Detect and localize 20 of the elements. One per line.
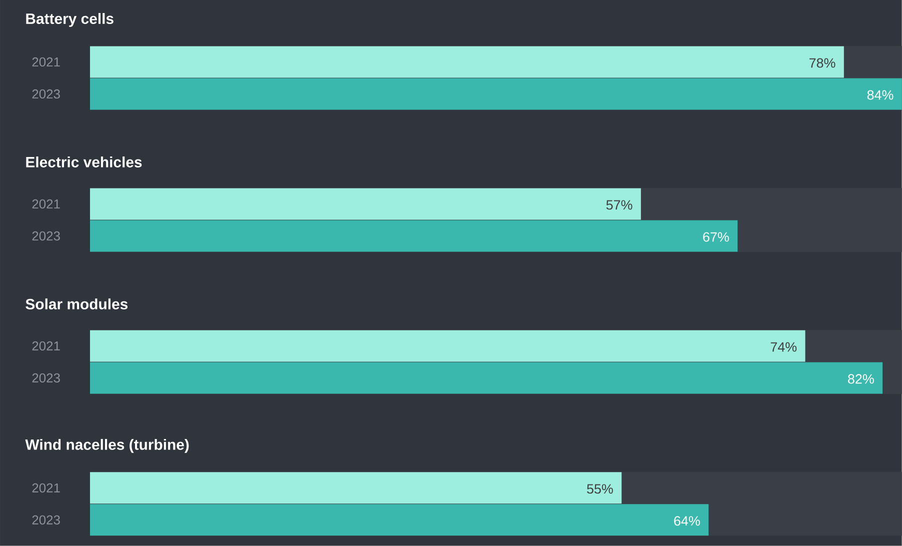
data-label: 82% (848, 374, 874, 384)
y-tick-label: 2021 (32, 199, 60, 209)
data-label: 55% (587, 484, 613, 494)
y-tick-label: 2023 (32, 373, 60, 383)
chart-title: Wind nacelles (turbine) (25, 439, 189, 453)
data-label: 57% (606, 200, 632, 210)
y-tick-label: 2023 (32, 89, 60, 99)
y-tick-label: 2021 (32, 341, 60, 351)
y-tick-label: 2023 (32, 515, 60, 525)
data-label: 64% (674, 516, 700, 526)
data-label: 84% (867, 90, 894, 100)
chart-title: Battery cells (26, 13, 114, 27)
y-tick-label: 2021 (32, 57, 60, 67)
y-tick-label: 2021 (32, 483, 60, 493)
data-label: 67% (703, 232, 729, 242)
y-tick-label: 2023 (32, 231, 60, 241)
chart-title: Electric vehicles (26, 156, 142, 168)
chart-title: Solar modules (26, 298, 128, 310)
data-label: 78% (809, 58, 836, 68)
data-label: 74% (770, 342, 797, 352)
